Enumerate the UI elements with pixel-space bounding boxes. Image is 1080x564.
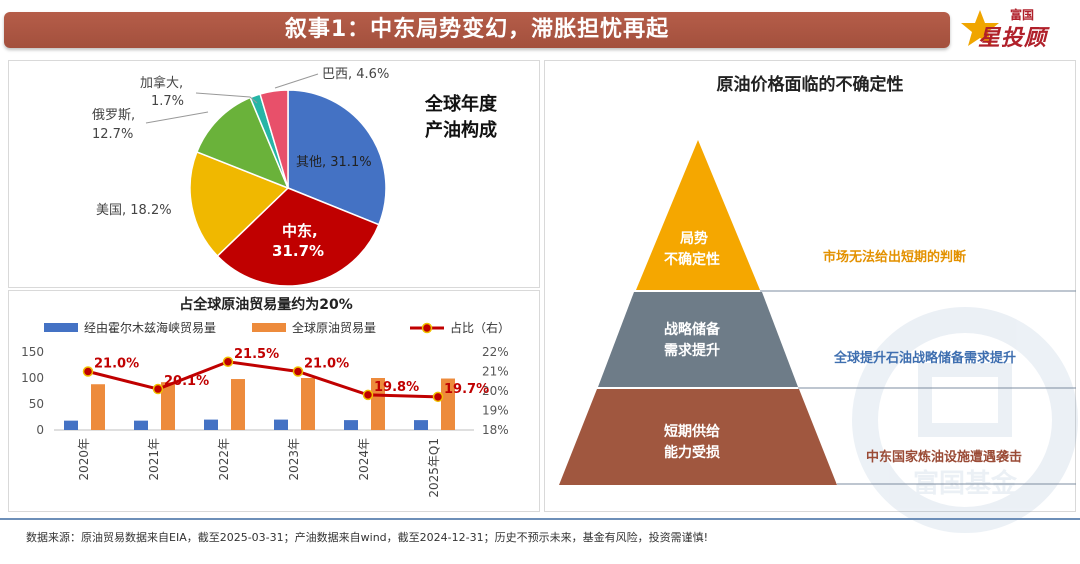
pie-label-other: 其他, 31.1% (296, 155, 372, 170)
tier-top-line1: 局势 (680, 231, 708, 247)
tier-bottom-line2: 能力受损 (664, 445, 720, 461)
tier-middle-line1: 战略储备 (664, 322, 720, 338)
combo-panel (8, 290, 540, 512)
pie-label-mideast-1: 中东, (282, 222, 318, 240)
pie-label-russia-2: 12.7% (92, 127, 134, 142)
title-bar: 叙事1：中东局势变幻，滞胀担忧再起 (4, 12, 950, 48)
star-logo-icon (961, 10, 999, 46)
tier-middle-line2: 需求提升 (664, 343, 720, 359)
pyramid-panel (544, 60, 1076, 512)
pie-label-canada-1: 加拿大, (140, 76, 184, 91)
brand-logo: 富国 星投顾 (960, 4, 1072, 54)
pie-label-russia-1: 俄罗斯, (92, 108, 136, 123)
combo-chart-title: 占全球原油贸易量约为20% (179, 297, 353, 313)
logo-text-small: 富国 (1010, 8, 1035, 22)
footer-source-note: 数据来源：原油贸易数据来自EIA，截至2025-03-31；产油数据来自wind… (26, 531, 708, 544)
tier-bottom-line1: 短期供给 (664, 424, 720, 440)
pie-label-canada-2: 1.7% (151, 94, 185, 109)
side-label-market: 市场无法给出短期的判断 (823, 250, 967, 265)
pie-label-usa: 美国, 18.2% (96, 203, 172, 218)
pie-label-brazil: 巴西, 4.6% (322, 67, 390, 82)
page-title: 叙事1：中东局势变幻，滞胀担忧再起 (284, 17, 670, 42)
pie-heading-line1: 全球年度 (425, 94, 497, 115)
pie-label-mideast-2: 31.7% (272, 242, 325, 260)
footer-divider (0, 518, 1080, 520)
side-label-attack: 中东国家炼油设施遭遇袭击 (866, 450, 1023, 465)
side-label-reserve: 全球提升石油战略储备需求提升 (834, 351, 1017, 366)
tier-top-line2: 不确定性 (664, 252, 720, 268)
logo-text-big: 星投顾 (978, 26, 1048, 51)
pie-heading-line2: 产油构成 (425, 120, 497, 141)
pie-heading: 全球年度 产油构成 (425, 92, 497, 144)
pyramid-title: 原油价格面临的不确定性 (716, 75, 904, 95)
